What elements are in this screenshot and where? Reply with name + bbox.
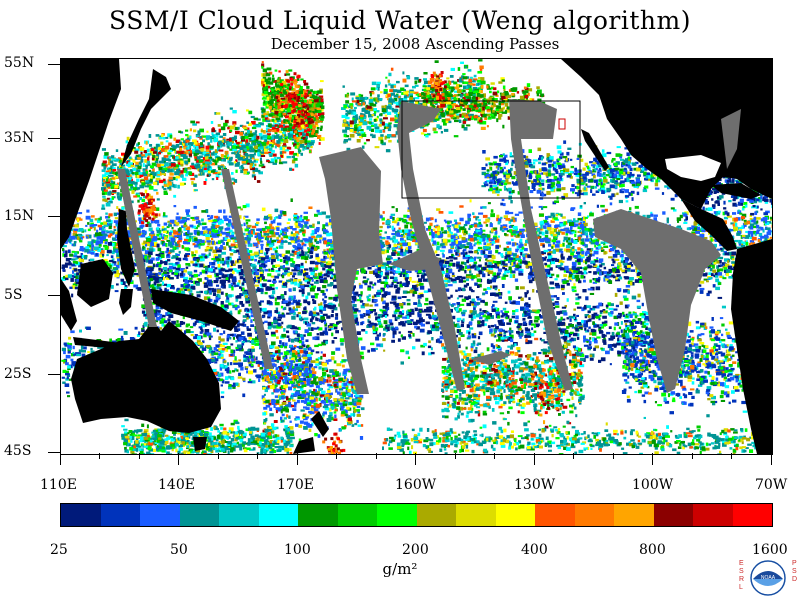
colorbar-swatch	[259, 504, 299, 526]
lon-tick	[652, 453, 653, 465]
map-canvas	[61, 59, 772, 454]
colorbar-tick-label: 25	[50, 542, 68, 558]
colorbar	[60, 503, 773, 527]
colorbar-swatch	[654, 504, 694, 526]
lon-tick	[257, 453, 258, 459]
lat-label: 15N	[4, 208, 44, 224]
chart-title: SSM/I Cloud Liquid Water (Weng algorithm…	[0, 6, 800, 35]
lat-label: 5S	[4, 287, 44, 303]
cloud-water-map	[60, 58, 773, 455]
lat-tick	[48, 452, 60, 453]
chart-subtitle: December 15, 2008 Ascending Passes	[0, 35, 800, 53]
lon-tick	[60, 453, 61, 465]
lat-label: 35N	[4, 130, 44, 146]
lon-tick	[573, 453, 574, 459]
colorbar-swatch	[219, 504, 259, 526]
colorbar-swatch	[180, 504, 220, 526]
colorbar-swatch	[298, 504, 338, 526]
lon-tick	[455, 453, 456, 459]
colorbar-tick-label: 800	[639, 542, 666, 558]
lat-tick	[48, 216, 60, 217]
tasmania-landmass	[193, 437, 207, 451]
lon-tick	[534, 453, 535, 465]
colorbar-tick-label: 1600	[752, 542, 788, 558]
lon-tick	[613, 453, 614, 459]
colorbar-swatch	[614, 504, 654, 526]
lon-label: 170E	[277, 477, 314, 493]
colorbar-swatch	[733, 504, 773, 526]
lon-tick	[218, 453, 219, 459]
lon-tick	[139, 453, 140, 459]
sulawesi-landmass	[119, 289, 133, 315]
lat-tick	[48, 295, 60, 296]
colorbar-swatch	[693, 504, 733, 526]
lon-label: 140E	[158, 477, 195, 493]
colorbar-swatch	[417, 504, 457, 526]
lon-label: 110E	[40, 477, 77, 493]
lat-label: 55N	[4, 55, 44, 71]
colorbar-tick-label: 50	[170, 542, 188, 558]
lon-tick	[771, 453, 772, 465]
lon-tick	[494, 453, 495, 459]
lon-tick	[731, 453, 732, 459]
colorbar-swatch	[61, 504, 101, 526]
colorbar-units: g/m²	[0, 560, 800, 578]
colorbar-swatch	[377, 504, 417, 526]
lon-tick	[178, 453, 179, 465]
region-marker-small	[559, 119, 565, 129]
lat-label: 45S	[4, 443, 44, 459]
lon-label: 130W	[514, 477, 555, 493]
colorbar-swatch	[338, 504, 378, 526]
lon-tick	[376, 453, 377, 459]
lon-tick	[415, 453, 416, 465]
lat-tick	[48, 138, 60, 139]
lon-tick	[99, 453, 100, 459]
colorbar-tick-label: 400	[521, 542, 548, 558]
colorbar-swatch	[101, 504, 141, 526]
colorbar-swatch	[140, 504, 180, 526]
colorbar-tick-label: 200	[402, 542, 429, 558]
colorbar-swatch	[496, 504, 536, 526]
south-america-landmass	[731, 239, 772, 454]
colorbar-swatch	[575, 504, 615, 526]
lat-tick	[48, 64, 60, 65]
lat-tick	[48, 374, 60, 375]
lon-tick	[692, 453, 693, 459]
lon-tick	[336, 453, 337, 459]
colorbar-swatch	[456, 504, 496, 526]
lon-label: 70W	[755, 477, 787, 493]
colorbar-tick-label: 100	[284, 542, 311, 558]
lat-label: 25S	[4, 366, 44, 382]
lon-label: 160W	[395, 477, 436, 493]
colorbar-swatch	[535, 504, 575, 526]
lon-tick	[297, 453, 298, 465]
borneo-landmass	[77, 259, 113, 307]
lon-label: 100W	[632, 477, 673, 493]
